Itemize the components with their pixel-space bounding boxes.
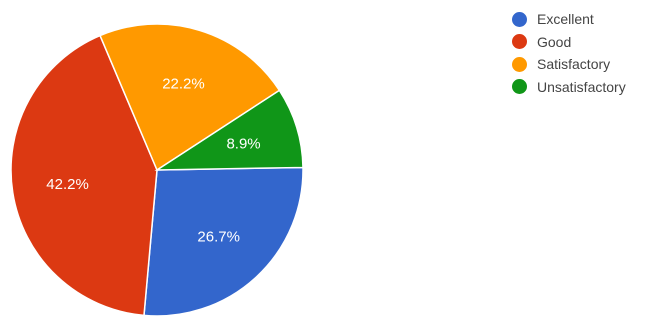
- legend-item-unsatisfactory: Unsatisfactory: [512, 76, 626, 98]
- pie-slice-unsatisfactory: [154, 89, 304, 171]
- slice-label-excellent: 26.7%: [197, 228, 240, 245]
- slice-label-good: 42.2%: [46, 176, 89, 193]
- legend-swatch-excellent: [512, 11, 527, 27]
- pie-slice-good: [10, 34, 158, 317]
- legend-label-satisfactory: Satisfactory: [537, 56, 611, 72]
- pie-slice-satisfactory: [99, 23, 281, 172]
- legend-label-unsatisfactory: Unsatisfactory: [537, 78, 626, 95]
- slice-label-satisfactory: 22.2%: [162, 75, 205, 92]
- legend-label-good: Good: [537, 33, 572, 50]
- slice-label-unsatisfactory: 8.9%: [226, 136, 260, 153]
- legend-swatch-good: [512, 34, 527, 49]
- pie-slice-excellent: [143, 166, 304, 317]
- legend-label-excellent: Excellent: [537, 11, 594, 27]
- legend-swatch-unsatisfactory: [512, 79, 527, 94]
- legend-swatch-satisfactory: [512, 56, 527, 72]
- legend-item-satisfactory: Satisfactory: [512, 53, 626, 75]
- legend: Excellent Good Satisfactory Unsatisfacto…: [512, 8, 626, 98]
- legend-item-good: Good: [512, 31, 626, 53]
- legend-item-excellent: Excellent: [512, 8, 626, 30]
